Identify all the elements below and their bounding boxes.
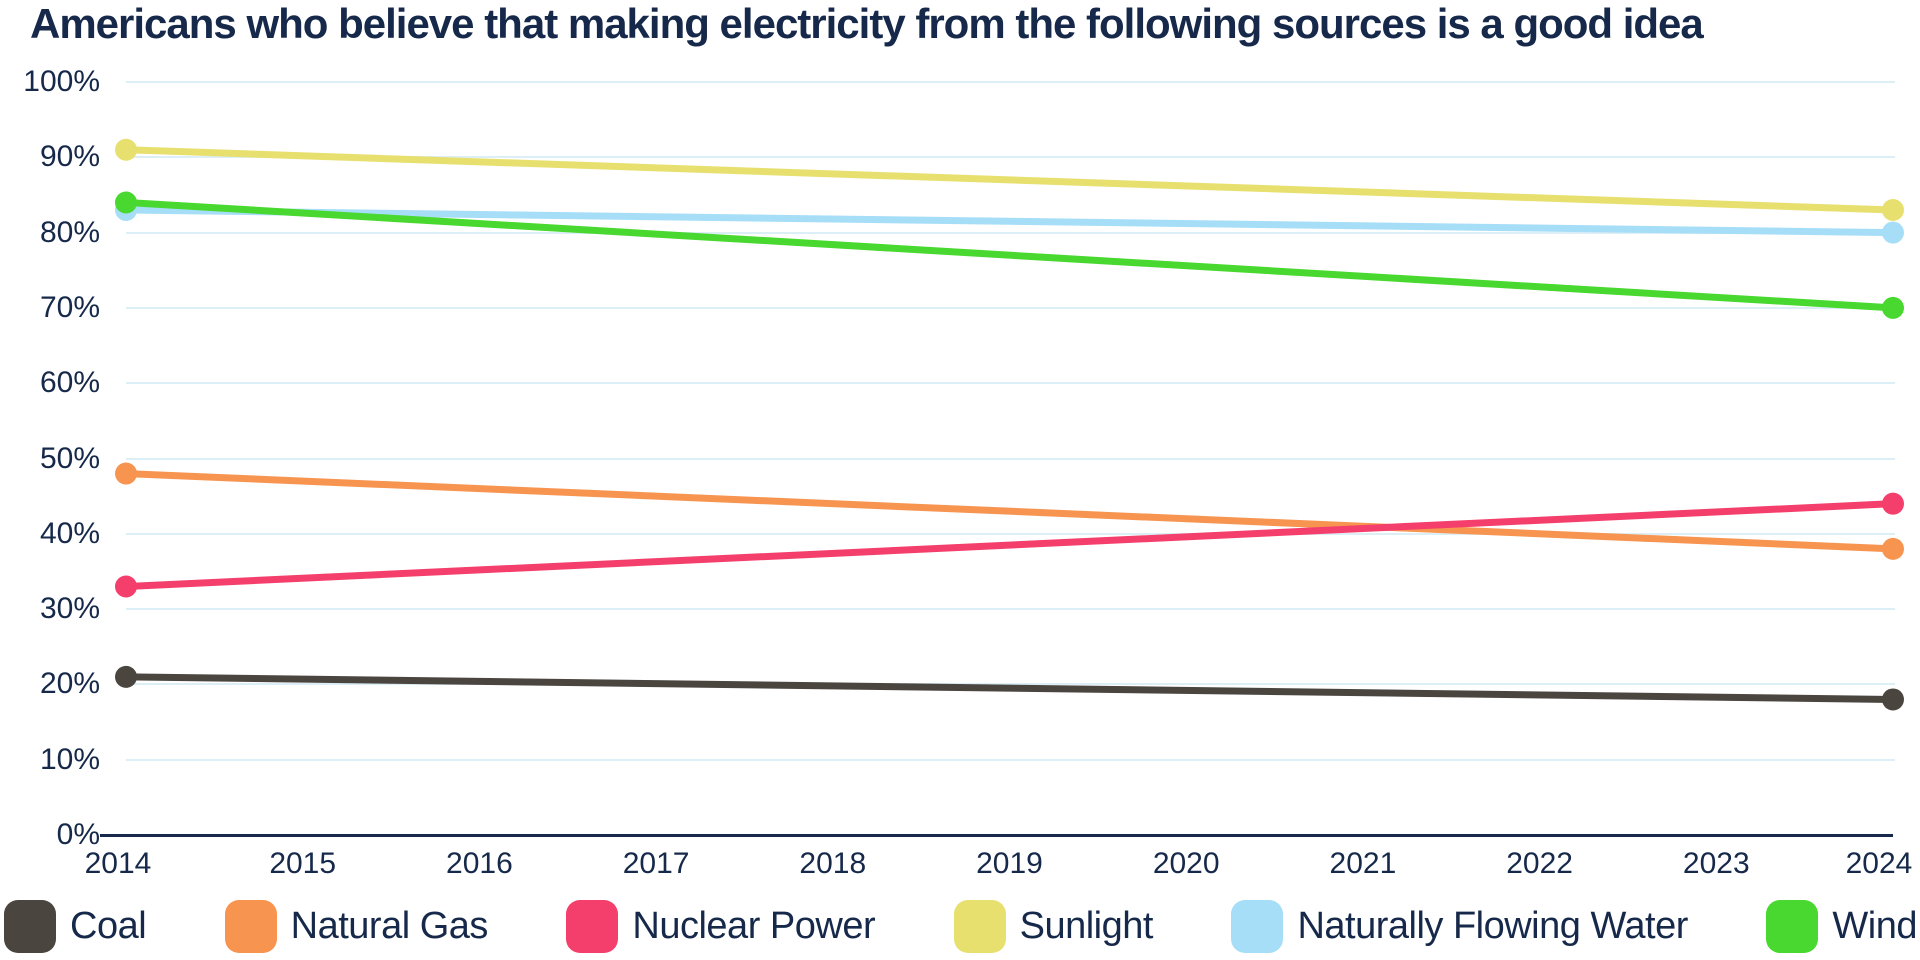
y-axis-tick-label: 100% bbox=[23, 65, 100, 98]
y-axis-tick-label: 30% bbox=[39, 592, 100, 626]
data-point-marker bbox=[115, 575, 137, 598]
series-line bbox=[122, 673, 1897, 703]
gridline bbox=[126, 231, 1895, 234]
data-point-marker bbox=[115, 191, 137, 214]
legend-swatch bbox=[566, 899, 619, 953]
legend-swatch bbox=[4, 899, 56, 953]
gridline bbox=[126, 758, 1895, 761]
y-axis-tick-label: 0% bbox=[56, 818, 100, 851]
chart-title: Americans who believe that making electr… bbox=[30, 0, 1704, 47]
gridline bbox=[126, 81, 1895, 83]
y-axis-tick-label: 50% bbox=[39, 441, 100, 475]
legend-item: Naturally Flowing Water bbox=[1231, 899, 1688, 953]
x-axis-line bbox=[100, 834, 1893, 837]
series-line bbox=[122, 470, 1897, 553]
legend-item: Coal bbox=[4, 899, 147, 953]
x-axis-tick-label: 2023 bbox=[1682, 847, 1750, 880]
legend-item: Natural Gas bbox=[224, 899, 489, 953]
y-axis-tick-label: 70% bbox=[39, 290, 100, 324]
x-axis-tick-label: 2016 bbox=[446, 847, 513, 880]
data-point-marker bbox=[1882, 492, 1904, 515]
gridline bbox=[126, 532, 1895, 535]
y-axis-tick-label: 10% bbox=[39, 742, 100, 776]
series-line bbox=[122, 206, 1897, 237]
y-axis-tick-label: 60% bbox=[39, 366, 100, 400]
legend-label: Wind bbox=[1832, 904, 1917, 947]
data-point-marker bbox=[115, 665, 137, 688]
legend-item: Sunlight bbox=[953, 899, 1154, 953]
data-point-marker bbox=[1882, 296, 1904, 319]
x-axis-tick-label: 2014 bbox=[84, 847, 152, 880]
gridline bbox=[126, 306, 1895, 309]
gridline bbox=[126, 382, 1895, 385]
x-axis-tick-label: 2020 bbox=[1152, 847, 1220, 880]
x-axis-tick-label: 2019 bbox=[976, 847, 1043, 880]
data-point-marker bbox=[1882, 199, 1904, 222]
data-point-marker bbox=[1882, 688, 1904, 711]
legend-item: Nuclear Power bbox=[566, 899, 876, 953]
gridline bbox=[126, 457, 1895, 460]
y-axis-tick-label: 80% bbox=[39, 215, 100, 249]
legend-label: Coal bbox=[70, 904, 147, 947]
x-axis-tick-label: 2022 bbox=[1506, 847, 1573, 880]
series-line bbox=[122, 500, 1897, 591]
legend-swatch bbox=[1766, 899, 1819, 953]
data-point-marker bbox=[1882, 537, 1904, 560]
x-axis-tick-label: 2018 bbox=[799, 847, 867, 880]
x-axis-tick-label: 2015 bbox=[269, 847, 337, 880]
legend-item: Wind bbox=[1766, 899, 1917, 953]
legend-swatch bbox=[953, 899, 1006, 953]
x-axis-tick-label: 2024 bbox=[1845, 847, 1913, 880]
gridline bbox=[126, 683, 1895, 686]
data-point-marker bbox=[115, 462, 137, 485]
legend-label: Naturally Flowing Water bbox=[1297, 904, 1688, 947]
y-axis-tick-label: 90% bbox=[39, 140, 100, 174]
legend-swatch bbox=[224, 899, 277, 953]
data-point-marker bbox=[115, 138, 137, 161]
gridline bbox=[126, 156, 1895, 159]
y-axis-tick-label: 40% bbox=[39, 516, 100, 550]
legend: Coal Natural Gas Nuclear Power Sunlight Natu… bbox=[4, 894, 1917, 958]
legend-swatch bbox=[1231, 899, 1284, 953]
series-line bbox=[122, 146, 1897, 214]
series-line bbox=[122, 198, 1897, 312]
legend-label: Sunlight bbox=[1019, 904, 1154, 947]
gridline bbox=[126, 608, 1895, 611]
legend-label: Nuclear Power bbox=[632, 904, 876, 947]
y-axis-tick-label: 20% bbox=[39, 667, 100, 701]
legend-label: Natural Gas bbox=[290, 904, 489, 947]
data-point-marker bbox=[1882, 221, 1904, 244]
x-axis-tick-label: 2017 bbox=[622, 847, 690, 880]
x-axis-tick-label: 2021 bbox=[1329, 847, 1397, 880]
